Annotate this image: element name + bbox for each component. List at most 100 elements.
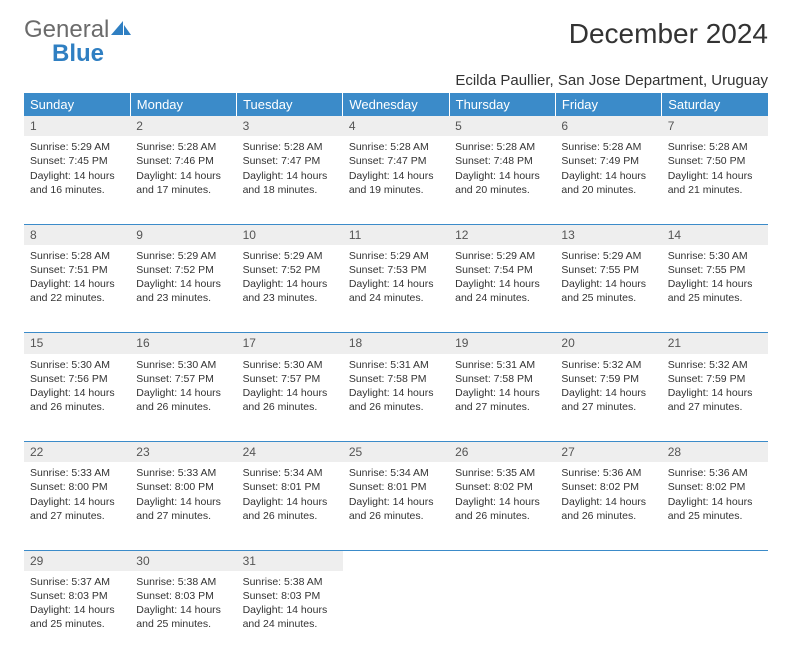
day-number: 30 [130, 550, 236, 571]
daylight-line2: and 27 minutes. [136, 509, 230, 523]
sunrise-line: Sunrise: 5:35 AM [455, 466, 549, 480]
sunrise-line: Sunrise: 5:34 AM [243, 466, 337, 480]
day-number: 25 [343, 442, 449, 463]
day-cell: Sunrise: 5:38 AMSunset: 8:03 PMDaylight:… [237, 571, 343, 659]
day-cell: Sunrise: 5:29 AMSunset: 7:52 PMDaylight:… [130, 245, 236, 333]
daylight-line2: and 24 minutes. [455, 291, 549, 305]
daylight-line2: and 18 minutes. [243, 183, 337, 197]
sunset-line: Sunset: 8:03 PM [136, 589, 230, 603]
daylight-line2: and 26 minutes. [243, 400, 337, 414]
day-cell: Sunrise: 5:36 AMSunset: 8:02 PMDaylight:… [555, 462, 661, 550]
daylight-line1: Daylight: 14 hours [30, 169, 124, 183]
daylight-line1: Daylight: 14 hours [30, 495, 124, 509]
brand-text: General Blue [24, 18, 133, 66]
day-cell: Sunrise: 5:29 AMSunset: 7:52 PMDaylight:… [237, 245, 343, 333]
sunrise-line: Sunrise: 5:38 AM [136, 575, 230, 589]
sunset-line: Sunset: 8:00 PM [136, 480, 230, 494]
daylight-line1: Daylight: 14 hours [349, 386, 443, 400]
brand-word-1: General [24, 16, 109, 43]
daylight-line1: Daylight: 14 hours [349, 277, 443, 291]
day-number: 4 [343, 116, 449, 136]
day-number: 12 [449, 224, 555, 245]
daynum-row: 15161718192021 [24, 333, 768, 354]
day-number: 8 [24, 224, 130, 245]
day-cell: Sunrise: 5:30 AMSunset: 7:57 PMDaylight:… [237, 354, 343, 442]
daynum-row: 22232425262728 [24, 442, 768, 463]
day-number-empty [555, 550, 661, 571]
daylight-line2: and 25 minutes. [30, 617, 124, 631]
daynum-row: 891011121314 [24, 224, 768, 245]
day-cell: Sunrise: 5:28 AMSunset: 7:46 PMDaylight:… [130, 136, 236, 224]
sunset-line: Sunset: 7:56 PM [30, 372, 124, 386]
daylight-line2: and 24 minutes. [349, 291, 443, 305]
day-cell: Sunrise: 5:34 AMSunset: 8:01 PMDaylight:… [343, 462, 449, 550]
daylight-line2: and 26 minutes. [349, 400, 443, 414]
day-number: 23 [130, 442, 236, 463]
daylight-line2: and 27 minutes. [668, 400, 762, 414]
daylight-line1: Daylight: 14 hours [455, 277, 549, 291]
day-number: 15 [24, 333, 130, 354]
daylight-line1: Daylight: 14 hours [136, 386, 230, 400]
day-cell: Sunrise: 5:37 AMSunset: 8:03 PMDaylight:… [24, 571, 130, 659]
day-number: 18 [343, 333, 449, 354]
location-line: Ecilda Paullier, San Jose Department, Ur… [24, 72, 768, 89]
day-number: 19 [449, 333, 555, 354]
sunset-line: Sunset: 7:51 PM [30, 263, 124, 277]
day-cell: Sunrise: 5:28 AMSunset: 7:50 PMDaylight:… [662, 136, 768, 224]
sunset-line: Sunset: 7:59 PM [668, 372, 762, 386]
daylight-line1: Daylight: 14 hours [349, 169, 443, 183]
sunset-line: Sunset: 7:50 PM [668, 154, 762, 168]
day-number: 21 [662, 333, 768, 354]
day-number: 26 [449, 442, 555, 463]
daylight-line2: and 20 minutes. [561, 183, 655, 197]
sunset-line: Sunset: 8:00 PM [30, 480, 124, 494]
sunrise-line: Sunrise: 5:29 AM [243, 249, 337, 263]
sunrise-line: Sunrise: 5:28 AM [243, 140, 337, 154]
sunrise-line: Sunrise: 5:29 AM [349, 249, 443, 263]
daylight-line2: and 26 minutes. [136, 400, 230, 414]
week-row: Sunrise: 5:37 AMSunset: 8:03 PMDaylight:… [24, 571, 768, 659]
day-number: 9 [130, 224, 236, 245]
sunrise-line: Sunrise: 5:29 AM [561, 249, 655, 263]
daylight-line2: and 23 minutes. [243, 291, 337, 305]
daylight-line2: and 24 minutes. [243, 617, 337, 631]
daylight-line1: Daylight: 14 hours [349, 495, 443, 509]
sunset-line: Sunset: 7:55 PM [668, 263, 762, 277]
day-cell: Sunrise: 5:30 AMSunset: 7:56 PMDaylight:… [24, 354, 130, 442]
sunrise-line: Sunrise: 5:28 AM [668, 140, 762, 154]
weekday-saturday: Saturday [662, 93, 768, 116]
daynum-row: 293031 [24, 550, 768, 571]
day-cell: Sunrise: 5:36 AMSunset: 8:02 PMDaylight:… [662, 462, 768, 550]
daylight-line2: and 26 minutes. [561, 509, 655, 523]
daylight-line1: Daylight: 14 hours [243, 169, 337, 183]
day-number: 20 [555, 333, 661, 354]
sunrise-line: Sunrise: 5:32 AM [668, 358, 762, 372]
day-cell: Sunrise: 5:28 AMSunset: 7:49 PMDaylight:… [555, 136, 661, 224]
sunset-line: Sunset: 7:52 PM [243, 263, 337, 277]
daylight-line1: Daylight: 14 hours [136, 603, 230, 617]
month-title: December 2024 [569, 18, 768, 50]
sunrise-line: Sunrise: 5:28 AM [136, 140, 230, 154]
daylight-line1: Daylight: 14 hours [561, 386, 655, 400]
calendar-body: 1234567Sunrise: 5:29 AMSunset: 7:45 PMDa… [24, 116, 768, 659]
brand-logo: General Blue [24, 18, 133, 66]
daylight-line1: Daylight: 14 hours [668, 169, 762, 183]
day-number-empty [449, 550, 555, 571]
page-header: General Blue December 2024 [24, 18, 768, 66]
sunset-line: Sunset: 7:52 PM [136, 263, 230, 277]
sunset-line: Sunset: 8:02 PM [455, 480, 549, 494]
day-cell: Sunrise: 5:29 AMSunset: 7:45 PMDaylight:… [24, 136, 130, 224]
sunrise-line: Sunrise: 5:31 AM [455, 358, 549, 372]
sunset-line: Sunset: 7:54 PM [455, 263, 549, 277]
sunset-line: Sunset: 8:02 PM [668, 480, 762, 494]
daylight-line1: Daylight: 14 hours [561, 169, 655, 183]
daylight-line2: and 27 minutes. [455, 400, 549, 414]
sunset-line: Sunset: 8:03 PM [30, 589, 124, 603]
sunrise-line: Sunrise: 5:30 AM [136, 358, 230, 372]
daylight-line2: and 16 minutes. [30, 183, 124, 197]
daylight-line1: Daylight: 14 hours [30, 603, 124, 617]
day-number: 6 [555, 116, 661, 136]
sunset-line: Sunset: 7:57 PM [243, 372, 337, 386]
sunrise-line: Sunrise: 5:38 AM [243, 575, 337, 589]
sunset-line: Sunset: 7:58 PM [349, 372, 443, 386]
